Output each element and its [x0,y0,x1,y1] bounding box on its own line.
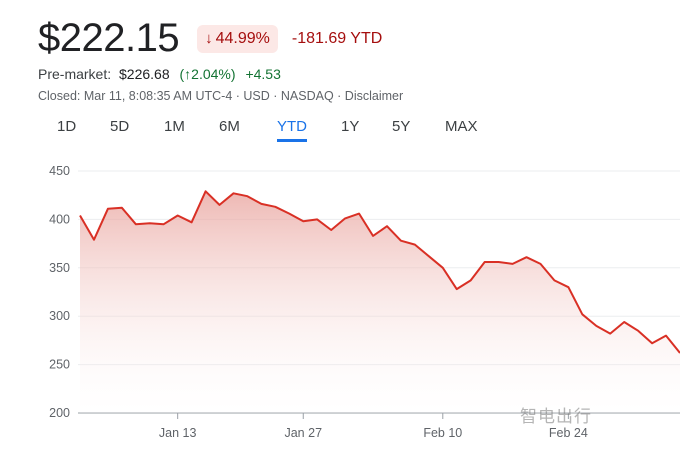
price-point [552,278,556,282]
price-point [273,205,277,209]
price-point [441,266,445,270]
range-tab-max[interactable]: MAX [445,118,478,135]
price-line [79,190,680,354]
price-point [343,216,347,220]
price-point [608,332,612,336]
price-point [259,202,263,206]
watermark-text: 智电出行 [520,407,592,427]
y-tick-label: 250 [49,358,70,372]
market-status-line: Closed: Mar 11, 8:08:35 AM UTC-4 · USD ·… [38,89,404,103]
price-point [287,212,291,216]
price-point [622,320,626,324]
price-point [329,228,333,232]
x-tick-label: Jan 13 [159,426,197,440]
change-percent-badge: ↓ 44.99% [197,24,278,53]
x-tick-label: Feb 24 [549,426,588,440]
price-point [78,214,82,218]
price-point [636,329,640,333]
price-point [664,334,668,338]
price-point [245,194,249,198]
price-point [371,234,375,238]
price-area [80,191,680,413]
price-point [483,260,487,264]
range-tab-5y[interactable]: 5Y [392,118,411,135]
price-point [162,222,166,226]
price-point [385,224,389,228]
premarket-price: $226.68 [119,66,170,82]
ytd-change: -181.69 YTD [291,29,383,47]
range-tab-1y[interactable]: 1Y [341,118,360,135]
premarket-percent: (↑2.04%) [179,66,236,82]
y-tick-label: 200 [49,406,70,420]
price-point [315,217,319,221]
price-point [594,324,598,328]
y-tick-label: 400 [49,212,70,226]
premarket-change: +4.53 [245,66,281,82]
price-point [399,239,403,243]
range-tab-6m[interactable]: 6M [219,118,240,135]
price-point [427,254,431,258]
price-point [190,220,194,224]
change-percent: 44.99% [215,29,270,47]
price-point [106,207,110,211]
x-tick-label: Feb 10 [423,426,462,440]
price-point [580,312,584,316]
price-point [469,278,473,282]
arrow-down-icon: ↓ [205,30,213,47]
x-tick-label: Jan 27 [284,426,322,440]
price-point [148,221,152,225]
price-point [455,287,459,291]
price-point [218,203,222,207]
price-point [538,262,542,266]
quote-header: $222.15 ↓ 44.99% -181.69 YTD [38,16,382,61]
y-tick-label: 350 [49,261,70,275]
price-point [525,255,529,259]
current-price: $222.15 [38,16,180,60]
price-point [120,206,124,210]
watermark: 智电出行 [520,402,592,427]
range-tab-ytd[interactable]: YTD [277,118,307,142]
price-point [413,243,417,247]
price-point [357,212,361,216]
price-point [134,222,138,226]
price-chart[interactable]: 450 400 350 300 250 200 Jan 13 Jan 27 Feb 10 Feb … [0,150,680,453]
y-tick-label: 450 [49,164,70,178]
range-tab-5d[interactable]: 5D [110,118,130,135]
price-point [566,285,570,289]
price-point [497,260,501,264]
premarket-row: Pre-market: $226.68 (↑2.04%) +4.53 [38,66,281,82]
range-tab-1d[interactable]: 1D [57,118,77,135]
price-point [176,214,180,218]
range-tab-1m[interactable]: 1M [164,118,185,135]
price-point [650,341,654,345]
price-point [92,238,96,242]
price-point [511,262,515,266]
price-point [301,219,305,223]
price-point [204,189,208,193]
y-tick-label: 300 [49,309,70,323]
premarket-label: Pre-market: [38,66,112,82]
price-point [231,191,235,195]
